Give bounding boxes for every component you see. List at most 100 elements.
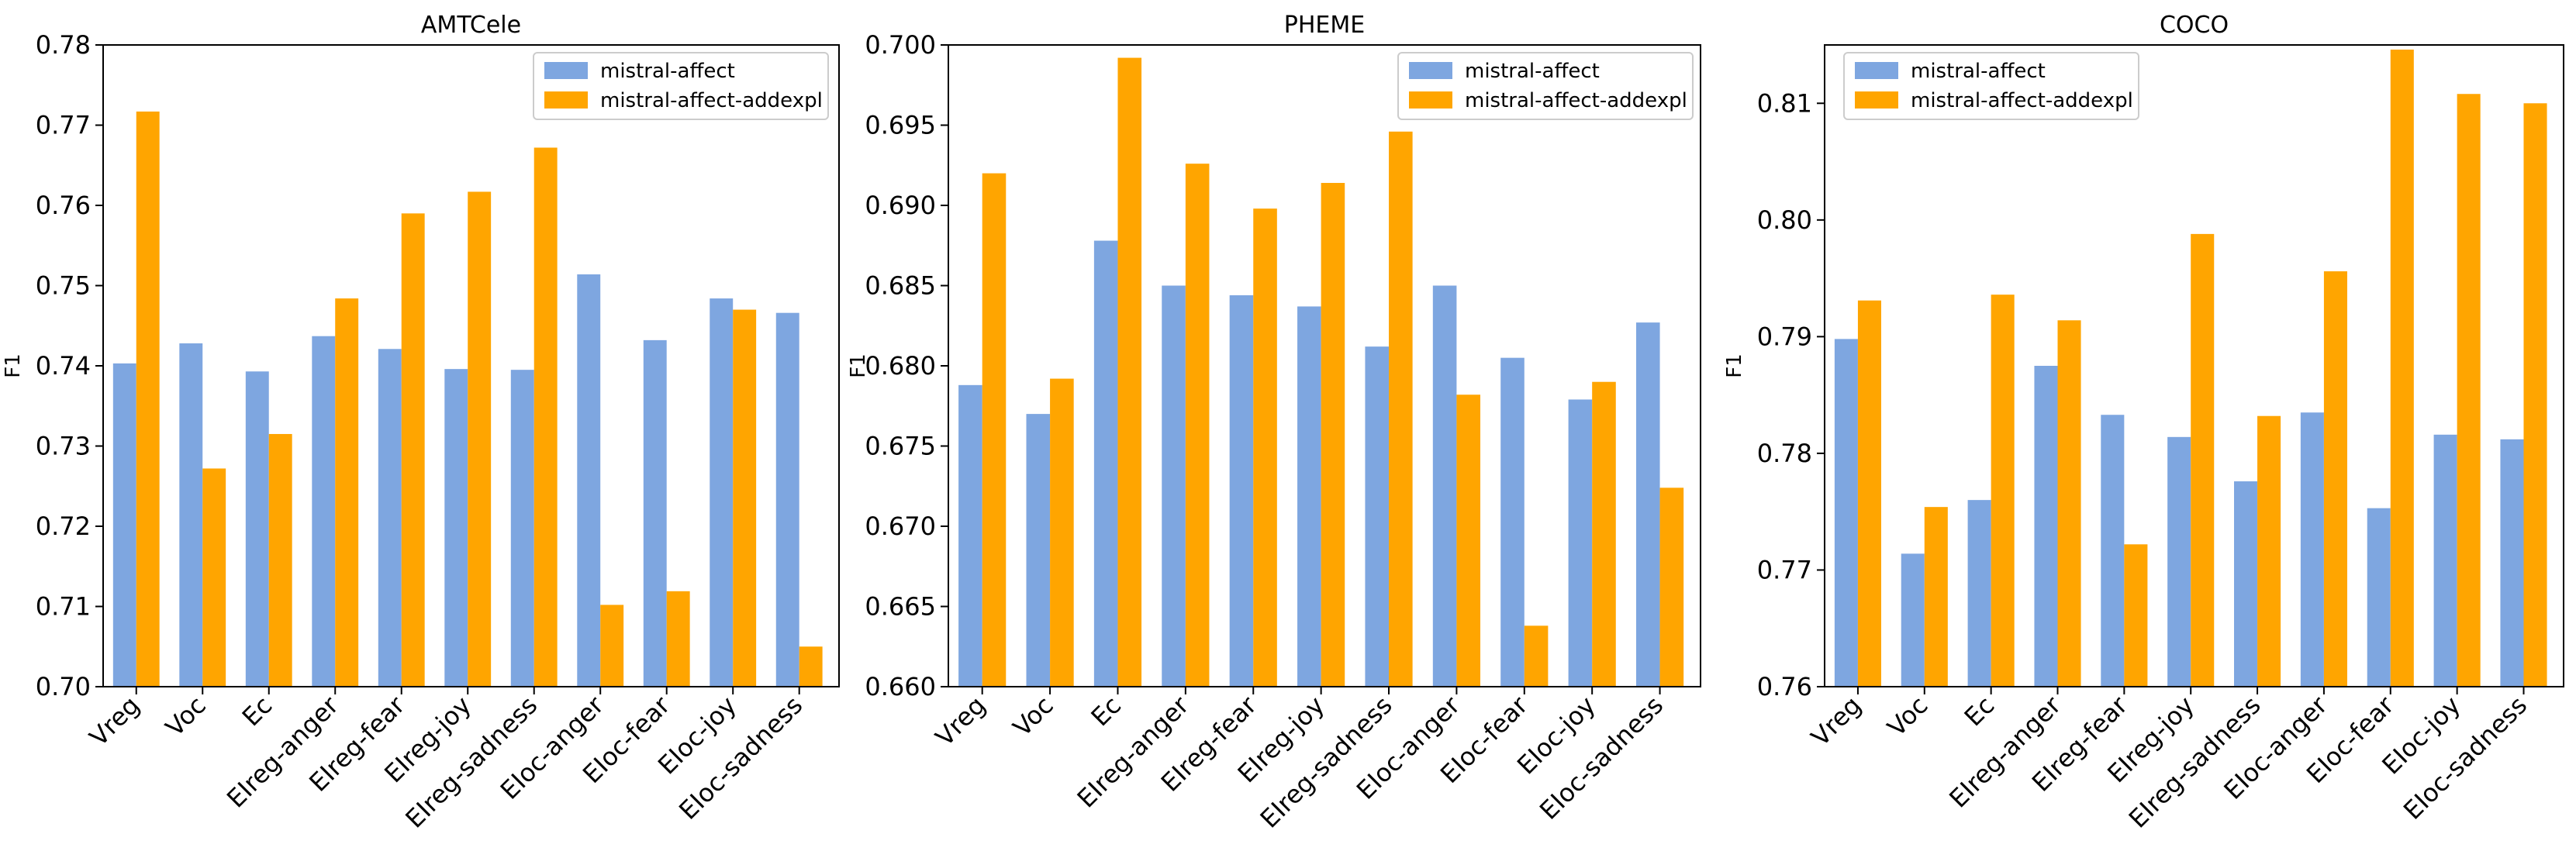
y-axis-label: F1 — [2, 353, 25, 378]
y-axis-label: F1 — [847, 353, 870, 378]
bar-mistral-affect-addexpl-eireg-joy — [468, 191, 492, 687]
x-tick-label: Vreg — [1805, 691, 1866, 752]
y-tick-label: 0.665 — [865, 592, 936, 622]
bar-mistral-affect-addexpl-eioc-fear — [1524, 625, 1549, 687]
legend-entry-label: mistral-affect-addexpl — [1465, 89, 1687, 112]
y-tick-label: 0.80 — [1757, 205, 1812, 235]
bar-mistral-affect-eioc-joy — [2433, 434, 2457, 687]
x-tick-label: Voc — [1007, 691, 1059, 742]
y-tick-label: 0.690 — [865, 191, 936, 220]
y-tick-label: 0.76 — [36, 191, 91, 220]
axes-frame — [1824, 44, 2564, 687]
bar-mistral-affect-eioc-joy — [1568, 399, 1593, 687]
bar-mistral-affect-eioc-sadness — [775, 312, 799, 687]
legend-box — [1843, 52, 2139, 120]
bar-mistral-affect-addexpl-ec — [1117, 57, 1142, 687]
legend-entry-label: mistral-affect — [600, 60, 735, 83]
legend-entry-label: mistral-affect — [1465, 60, 1600, 83]
chart-panel-amtcele: 0.70 0.71 0.72 0.73 0.74 0.75 0.76 0.77 0.78 Vreg… — [2, 12, 840, 834]
bar-mistral-affect-eioc-fear — [2367, 508, 2391, 687]
x-tick-label: Ec — [1086, 691, 1127, 732]
bar-mistral-affect-eioc-anger — [577, 274, 601, 687]
chart-title: COCO — [2160, 12, 2229, 39]
bar-mistral-affect-voc — [1026, 414, 1051, 687]
x-tick-label: Voc — [160, 691, 212, 742]
y-tick-label: 0.72 — [36, 512, 91, 541]
bar-mistral-affect-addexpl-eioc-joy — [2457, 94, 2481, 687]
y-tick-label: 0.675 — [865, 432, 936, 461]
bar-mistral-affect-addexpl-eireg-sadness — [534, 147, 558, 687]
bar-mistral-affect-addexpl-ec — [1991, 295, 2015, 687]
bar-mistral-affect-addexpl-vreg — [136, 111, 160, 687]
bar-mistral-affect-addexpl-eireg-joy — [1321, 183, 1345, 687]
bar-mistral-affect-eioc-joy — [710, 298, 734, 687]
bar-mistral-affect-eireg-sadness — [1365, 346, 1390, 687]
x-tick-label: Voc — [1882, 691, 1934, 742]
bar-mistral-affect-ec — [1093, 240, 1118, 687]
legend-swatch — [544, 62, 588, 79]
bar-mistral-affect-addexpl-eireg-fear — [2124, 544, 2148, 687]
bar-mistral-affect-addexpl-vreg — [982, 173, 1007, 687]
legend-swatch — [1409, 62, 1452, 79]
y-tick-label: 0.700 — [865, 30, 936, 60]
y-tick-label: 0.680 — [865, 351, 936, 381]
legend-swatch — [1855, 91, 1898, 109]
bar-mistral-affect-vreg — [112, 363, 136, 687]
legend: mistral-affect mistral-affect-addexpl — [1843, 52, 2139, 120]
bar-mistral-affect-eireg-anger — [312, 336, 336, 687]
legend-swatch — [1409, 91, 1452, 109]
bar-mistral-affect-addexpl-eireg-joy — [2191, 233, 2215, 687]
bar-mistral-affect-eireg-joy — [1297, 306, 1321, 687]
y-tick-label: 0.78 — [36, 30, 91, 60]
bar-mistral-affect-vreg — [1834, 339, 1858, 687]
bar-mistral-affect-addexpl-eioc-sadness — [1659, 488, 1684, 687]
bar-mistral-affect-addexpl-eioc-joy — [1592, 381, 1616, 687]
bar-mistral-affect-eioc-anger — [1432, 285, 1457, 687]
chart-title: AMTCele — [421, 12, 521, 39]
bar-mistral-affect-eireg-sadness — [510, 370, 534, 687]
bar-mistral-affect-voc — [1901, 553, 1925, 687]
legend: mistral-affect mistral-affect-addexpl — [1397, 52, 1694, 120]
y-tick-label: 0.75 — [36, 271, 91, 301]
legend-entry-label: mistral-affect-addexpl — [600, 89, 823, 112]
bar-mistral-affect-addexpl-eioc-sadness — [799, 646, 823, 687]
bar-mistral-affect-addexpl-eioc-joy — [733, 309, 757, 687]
bar-mistral-affect-addexpl-eioc-fear — [2390, 50, 2414, 687]
bar-mistral-affect-addexpl-eioc-anger — [600, 605, 624, 687]
legend-box — [533, 52, 829, 120]
bar-mistral-affect-eioc-fear — [1500, 357, 1525, 687]
x-tick-label: Vreg — [930, 691, 991, 752]
y-tick-label: 0.77 — [36, 111, 91, 140]
bar-mistral-affect-ec — [245, 371, 269, 687]
bar-mistral-affect-eireg-anger — [2034, 366, 2058, 687]
y-tick-label: 0.660 — [865, 672, 936, 701]
bar-mistral-affect-eioc-sadness — [2500, 439, 2524, 687]
legend-swatch — [1855, 62, 1898, 79]
bar-mistral-affect-eireg-anger — [1162, 285, 1186, 687]
y-tick-label: 0.74 — [36, 351, 91, 381]
bar-mistral-affect-addexpl-eireg-fear — [401, 213, 425, 687]
y-tick-label: 0.71 — [36, 592, 91, 622]
x-tick-label: Ec — [237, 691, 278, 732]
bar-mistral-affect-addexpl-eireg-anger — [335, 298, 359, 687]
bar-mistral-affect-addexpl-voc — [202, 468, 226, 687]
y-tick-label: 0.76 — [1757, 672, 1812, 701]
x-tick-label: Vreg — [84, 691, 145, 752]
bar-mistral-affect-addexpl-eioc-sadness — [2523, 103, 2547, 687]
legend-swatch — [544, 91, 588, 109]
y-tick-label: 0.81 — [1757, 88, 1812, 118]
bar-mistral-affect-addexpl-eireg-fear — [1253, 208, 1277, 687]
y-tick-label: 0.70 — [36, 672, 91, 701]
bar-mistral-affect-voc — [179, 343, 203, 687]
bar-mistral-affect-addexpl-ec — [268, 433, 292, 687]
bar-mistral-affect-addexpl-vreg — [1857, 300, 1881, 687]
bar-mistral-affect-addexpl-eioc-fear — [666, 591, 690, 687]
bar-mistral-affect-addexpl-eioc-anger — [2323, 271, 2347, 687]
bar-mistral-affect-eireg-fear — [2101, 415, 2125, 687]
bar-mistral-affect-eireg-fear — [1229, 295, 1254, 687]
bar-mistral-affect-addexpl-eireg-anger — [1185, 164, 1210, 687]
bar-mistral-affect-eioc-fear — [643, 339, 667, 687]
chart-panel-pheme: 0.660 0.665 0.670 0.675 0.680 0.685 0.690 0.695… — [847, 12, 1701, 834]
